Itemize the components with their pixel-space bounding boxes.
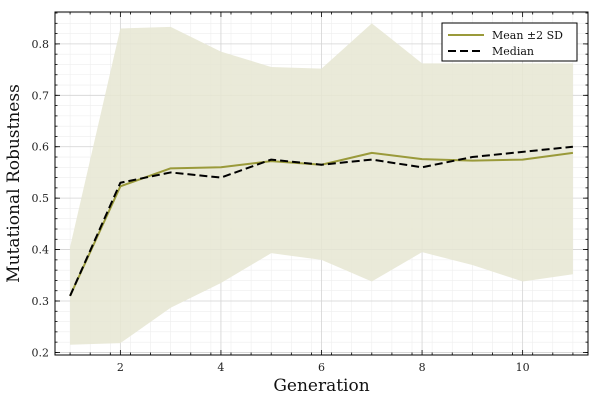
- y-tick-label: 0.6: [32, 141, 50, 154]
- x-tick-label: 4: [217, 361, 224, 374]
- y-tick-label: 0.4: [32, 244, 50, 257]
- y-tick-label: 0.7: [32, 89, 50, 102]
- series-lines: [69, 145, 574, 297]
- median-line: [69, 145, 574, 297]
- y-axis-label: Mutational Robustness: [4, 84, 24, 283]
- legend: Mean ±2 SD Median: [441, 22, 578, 62]
- y-tick-label: 0.3: [32, 295, 50, 308]
- y-tick-label: 0.5: [32, 192, 50, 205]
- tick-labels: 2 4 6 8 10 0.2 0.3 0.4 0.5 0.6 0.7 0.8: [32, 38, 530, 374]
- y-tick-label: 0.2: [32, 346, 50, 359]
- mean-sd-band: [70, 23, 573, 345]
- legend-label-median: Median: [492, 45, 534, 58]
- x-axis-label: Generation: [273, 376, 369, 396]
- x-tick-label: 8: [419, 361, 426, 374]
- x-tick-label: 2: [117, 361, 124, 374]
- x-tick-label: 10: [516, 361, 530, 374]
- legend-label-mean: Mean ±2 SD: [492, 29, 563, 42]
- y-tick-label: 0.8: [32, 38, 50, 51]
- legend-box: [441, 22, 578, 62]
- x-tick-label: 6: [318, 361, 325, 374]
- axis-ticks: [55, 12, 588, 355]
